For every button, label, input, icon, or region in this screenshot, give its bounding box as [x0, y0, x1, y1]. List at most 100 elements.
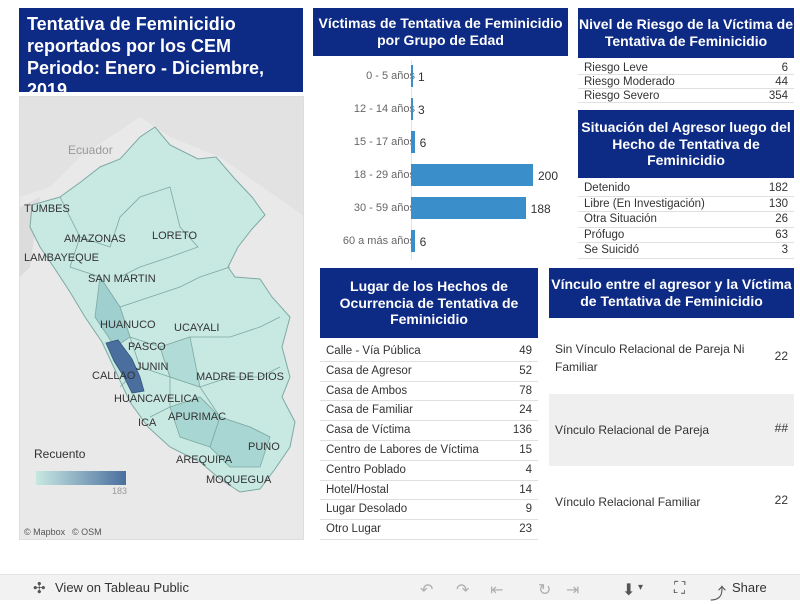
region-label: PASCO [128, 341, 166, 353]
risk-level-row[interactable]: Riesgo Leve 6 [578, 61, 794, 75]
age-category-label: 30 - 59 años [353, 202, 415, 214]
map-svg [20, 97, 303, 539]
incident-location-label: Centro de Labores de Víctima [326, 444, 479, 456]
country-label-ecuador: Ecuador [68, 143, 113, 157]
incident-location-row[interactable]: Casa de Agresor 52 [320, 362, 538, 382]
risk-level-label: Riesgo Leve [584, 62, 648, 74]
relationship-row[interactable]: Vínculo Relacional de Pareja ## [549, 394, 794, 466]
region-label: APURIMAC [168, 411, 227, 423]
incident-location-row[interactable]: Casa de Familiar 24 [320, 401, 538, 422]
age-category-label: 18 - 29 años [353, 169, 415, 181]
age-bar[interactable] [411, 197, 526, 219]
aggressor-status-value: 130 [768, 197, 788, 210]
dashboard-title: Tentativa de Feminicidio reportados por … [19, 8, 303, 100]
incident-location-value: 78 [519, 384, 532, 397]
relationship-label: Vínculo Relacional de Pareja [555, 423, 710, 437]
age-category-label: 0 - 5 años [366, 70, 415, 82]
undo-icon[interactable]: ↶ [420, 582, 434, 599]
aggressor-status-row[interactable]: Libre (En Investigación) 130 [578, 197, 794, 213]
age-bar-value: 200 [538, 169, 559, 183]
chevron-down-icon[interactable]: ▾ [638, 582, 644, 593]
region-label: MOQUEGUA [206, 474, 272, 486]
revert-icon[interactable]: ⇤ [490, 582, 504, 599]
age-category-label: 15 - 17 años [353, 136, 415, 148]
pause-icon[interactable]: ⇥ [566, 582, 580, 599]
age-category-label: 12 - 14 años [353, 103, 415, 115]
region-label: LAMBAYEQUE [24, 252, 99, 264]
aggressor-status-row[interactable]: Prófugo 63 [578, 228, 794, 244]
osm-attribution[interactable]: © OSM [72, 527, 102, 537]
incident-location-value: 9 [525, 503, 532, 516]
age-bar-row[interactable]: 15 - 17 años 6 [313, 127, 573, 160]
aggressor-status-label: Detenido [584, 182, 631, 194]
peru-outline[interactable] [29, 126, 296, 493]
legend-color-ramp [36, 471, 126, 485]
relationship-row[interactable]: Vínculo Relacional Familiar 22 [549, 466, 794, 538]
region-ancash[interactable] [94, 275, 131, 348]
aggressor-status-value: 26 [775, 213, 788, 226]
incident-location-row[interactable]: Hotel/Hostal 14 [320, 481, 538, 501]
risk-level-row[interactable]: Riesgo Severo 354 [578, 89, 794, 103]
age-bar[interactable] [411, 164, 533, 186]
view-on-tableau-link[interactable]: View on Tableau Public [55, 580, 189, 595]
aggressor-status-value: 3 [781, 244, 788, 257]
incident-location-label: Calle - Vía Pública [326, 345, 421, 357]
title-line-2: reportados por los CEM [27, 35, 232, 56]
age-bar[interactable] [411, 98, 413, 120]
age-bar-row[interactable]: 0 - 5 años 1 [313, 61, 573, 94]
incident-location-value: 49 [519, 345, 532, 357]
refresh-icon[interactable]: ↻ [538, 582, 552, 599]
share-icon[interactable]: ⤴ [710, 586, 727, 603]
peru-choropleth-map[interactable]: Ecuador TUMBES AMAZONAS LORETO LAMBAYEQU… [19, 96, 304, 540]
age-bar[interactable] [411, 230, 415, 252]
tableau-logo-icon[interactable]: ✣ [33, 580, 46, 597]
incident-location-row[interactable]: Calle - Vía Pública 49 [320, 342, 538, 362]
age-category-label: 60 a más años [342, 235, 415, 247]
age-bar-row[interactable]: 60 a más años 6 [313, 226, 573, 259]
age-bar[interactable] [411, 65, 413, 87]
incident-location-value: 14 [519, 483, 532, 496]
aggressor-status-label: Libre (En Investigación) [584, 197, 705, 210]
incident-location-title: Lugar de los Hechos de Ocurrencia de Ten… [320, 268, 538, 338]
region-label: PUNO [248, 441, 280, 453]
aggressor-status-row[interactable]: Se Suicidó 3 [578, 243, 794, 259]
age-bar[interactable] [411, 131, 415, 153]
incident-location-row[interactable]: Centro de Labores de Víctima 15 [320, 441, 538, 461]
incident-location-label: Otro Lugar [326, 523, 381, 536]
region-label: ICA [138, 417, 157, 429]
region-arequipa[interactable] [209, 416, 271, 468]
relationship-label: Vínculo Relacional Familiar [555, 495, 701, 509]
incident-location-row[interactable]: Otro Lugar 23 [320, 520, 538, 540]
incident-location-value: 23 [519, 523, 532, 536]
region-label: MADRE DE DIOS [196, 371, 285, 383]
age-chart-axis [411, 60, 412, 260]
relationship-label: Sin Vínculo Relacional de Pareja Ni Fami… [555, 342, 745, 374]
download-icon[interactable]: ⬇ [622, 582, 636, 599]
incident-location-row[interactable]: Casa de Ambos 78 [320, 382, 538, 402]
fullscreen-icon[interactable]: ⛶ [674, 580, 686, 597]
region-junin[interactable] [159, 336, 201, 388]
incident-location-row[interactable]: Centro Poblado 4 [320, 461, 538, 481]
region-label: TUMBES [24, 203, 70, 215]
region-label: JUNIN [136, 361, 169, 373]
incident-location-value: 15 [519, 444, 532, 456]
risk-level-label: Riesgo Moderado [584, 76, 675, 88]
risk-level-row[interactable]: Riesgo Moderado 44 [578, 75, 794, 89]
legend-title: Recuento [34, 447, 86, 461]
aggressor-status-row[interactable]: Detenido 182 [578, 181, 794, 197]
age-bar-row[interactable]: 30 - 59 años 188 [313, 193, 573, 226]
mapbox-attribution[interactable]: © Mapbox [24, 527, 66, 537]
incident-location-row[interactable]: Casa de Víctima 136 [320, 421, 538, 441]
incident-location-row[interactable]: Lugar Desolado 9 [320, 500, 538, 521]
aggressor-status-row[interactable]: Otra Situación 26 [578, 212, 794, 228]
share-button[interactable]: Share [732, 580, 767, 595]
age-bar-row[interactable]: 12 - 14 años 3 [313, 94, 573, 127]
redo-icon[interactable]: ↷ [456, 582, 470, 599]
region-lima[interactable] [105, 339, 145, 394]
incident-location-value: 24 [519, 404, 532, 417]
relationship-title: Vínculo entre el agresor y la Víctima de… [549, 268, 794, 318]
incident-location-value: 52 [519, 364, 532, 377]
relationship-row[interactable]: Sin Vínculo Relacional de Pareja Ni Fami… [549, 322, 794, 394]
region-label: UCAYALI [174, 322, 220, 334]
age-bar-row[interactable]: 18 - 29 años 200 [313, 160, 573, 193]
